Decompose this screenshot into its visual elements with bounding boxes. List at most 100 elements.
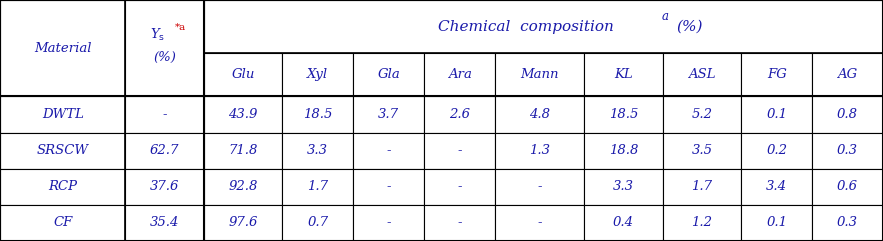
Bar	[585, 96, 663, 133]
Text: Chemical  composition: Chemical composition	[438, 20, 614, 33]
Bar	[0, 96, 125, 133]
Text: 0.3: 0.3	[837, 144, 858, 157]
Bar	[353, 133, 424, 169]
Bar	[204, 0, 883, 53]
Text: AG: AG	[837, 68, 857, 81]
Text: 3.3: 3.3	[307, 144, 328, 157]
Text: KL: KL	[615, 68, 633, 81]
Text: 1.3: 1.3	[529, 144, 550, 157]
Bar	[494, 169, 585, 205]
Text: 43.9: 43.9	[229, 108, 258, 121]
Bar	[742, 96, 812, 133]
Bar	[812, 169, 883, 205]
Text: 35.4: 35.4	[150, 216, 179, 229]
Text: 37.6: 37.6	[150, 180, 179, 193]
Text: Ara: Ara	[448, 68, 472, 81]
Bar	[204, 96, 283, 133]
Text: a: a	[661, 10, 668, 23]
Text: 5.2: 5.2	[691, 108, 713, 121]
Bar	[353, 205, 424, 241]
Bar	[585, 169, 663, 205]
Text: 3.7: 3.7	[378, 108, 399, 121]
Bar	[424, 133, 494, 169]
Text: 71.8: 71.8	[229, 144, 258, 157]
Bar	[125, 96, 204, 133]
Bar	[494, 133, 585, 169]
Text: -: -	[457, 180, 462, 193]
Text: 0.4: 0.4	[613, 216, 634, 229]
Bar	[742, 169, 812, 205]
Text: Gla: Gla	[377, 68, 400, 81]
Text: 0.7: 0.7	[307, 216, 328, 229]
Bar	[125, 205, 204, 241]
Text: Mann: Mann	[520, 68, 559, 81]
Text: -: -	[457, 144, 462, 157]
Bar	[0, 169, 125, 205]
Bar	[585, 205, 663, 241]
Bar	[125, 169, 204, 205]
Bar	[585, 53, 663, 96]
Bar	[353, 169, 424, 205]
Text: 0.6: 0.6	[837, 180, 858, 193]
Text: 62.7: 62.7	[150, 144, 179, 157]
Bar	[424, 205, 494, 241]
Bar	[283, 205, 353, 241]
Bar	[494, 53, 585, 96]
Text: 0.1: 0.1	[766, 216, 788, 229]
Bar	[204, 169, 283, 205]
Bar	[204, 53, 283, 96]
Bar	[204, 205, 283, 241]
Text: -: -	[387, 144, 391, 157]
Text: 18.8: 18.8	[609, 144, 638, 157]
Text: CF: CF	[53, 216, 72, 229]
Text: 2.6: 2.6	[449, 108, 470, 121]
Bar	[812, 205, 883, 241]
Bar	[742, 53, 812, 96]
Bar	[494, 96, 585, 133]
Text: FG: FG	[766, 68, 787, 81]
Bar	[663, 96, 742, 133]
Bar	[424, 169, 494, 205]
Bar	[812, 53, 883, 96]
Text: 0.1: 0.1	[766, 108, 788, 121]
Text: -: -	[162, 108, 167, 121]
Text: 3.4: 3.4	[766, 180, 788, 193]
Text: -: -	[538, 216, 542, 229]
Bar	[812, 133, 883, 169]
Text: 0.2: 0.2	[766, 144, 788, 157]
Text: 0.3: 0.3	[837, 216, 858, 229]
Bar	[663, 133, 742, 169]
Bar	[663, 205, 742, 241]
Text: 18.5: 18.5	[609, 108, 638, 121]
Bar	[353, 53, 424, 96]
Text: SRSCW: SRSCW	[37, 144, 88, 157]
Bar	[424, 53, 494, 96]
Text: 1.7: 1.7	[307, 180, 328, 193]
Text: 3.3: 3.3	[613, 180, 634, 193]
Bar	[204, 133, 283, 169]
Text: RCP: RCP	[49, 180, 77, 193]
Bar	[742, 133, 812, 169]
Text: Xyl: Xyl	[307, 68, 328, 81]
Text: 1.7: 1.7	[691, 180, 713, 193]
Text: Y$_\mathrm{s}$: Y$_\mathrm{s}$	[150, 27, 165, 43]
Bar	[812, 96, 883, 133]
Text: 92.8: 92.8	[229, 180, 258, 193]
Text: 4.8: 4.8	[529, 108, 550, 121]
Text: DWTL: DWTL	[42, 108, 84, 121]
Bar	[0, 205, 125, 241]
Bar	[0, 0, 125, 96]
Bar	[125, 0, 204, 96]
Text: -: -	[457, 216, 462, 229]
Text: 3.5: 3.5	[691, 144, 713, 157]
Bar	[0, 133, 125, 169]
Text: (%): (%)	[675, 20, 702, 33]
Bar	[663, 169, 742, 205]
Bar	[585, 133, 663, 169]
Text: 18.5: 18.5	[303, 108, 333, 121]
Bar	[353, 96, 424, 133]
Text: 97.6: 97.6	[229, 216, 258, 229]
Bar	[424, 96, 494, 133]
Text: -: -	[387, 180, 391, 193]
Text: Material: Material	[34, 42, 92, 55]
